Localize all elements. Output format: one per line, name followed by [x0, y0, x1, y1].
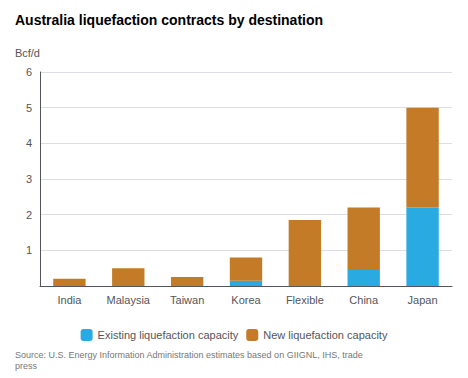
svg-text:3: 3 — [26, 173, 32, 185]
svg-text:Taiwan: Taiwan — [170, 294, 204, 306]
svg-text:Existing liquefaction capacity: Existing liquefaction capacity — [98, 329, 239, 341]
svg-text:Malaysia: Malaysia — [107, 294, 151, 306]
svg-text:Bcf/d: Bcf/d — [15, 47, 40, 59]
svg-text:press: press — [15, 361, 38, 371]
svg-text:1: 1 — [26, 244, 32, 256]
svg-text:Korea: Korea — [231, 294, 261, 306]
svg-text:6: 6 — [26, 66, 32, 78]
svg-text:India: India — [57, 294, 82, 306]
svg-text:Japan: Japan — [408, 294, 438, 306]
svg-text:New liquefaction capacity: New liquefaction capacity — [263, 329, 388, 341]
svg-text:5: 5 — [26, 102, 32, 114]
svg-text:Flexible: Flexible — [286, 294, 324, 306]
svg-text:Australia liquefaction contrac: Australia liquefaction contracts by dest… — [15, 12, 323, 28]
svg-text:China: China — [349, 294, 379, 306]
svg-text:Source: U.S. Energy Informatio: Source: U.S. Energy Information Administ… — [15, 350, 363, 360]
svg-text:2: 2 — [26, 209, 32, 221]
svg-text:4: 4 — [26, 137, 32, 149]
